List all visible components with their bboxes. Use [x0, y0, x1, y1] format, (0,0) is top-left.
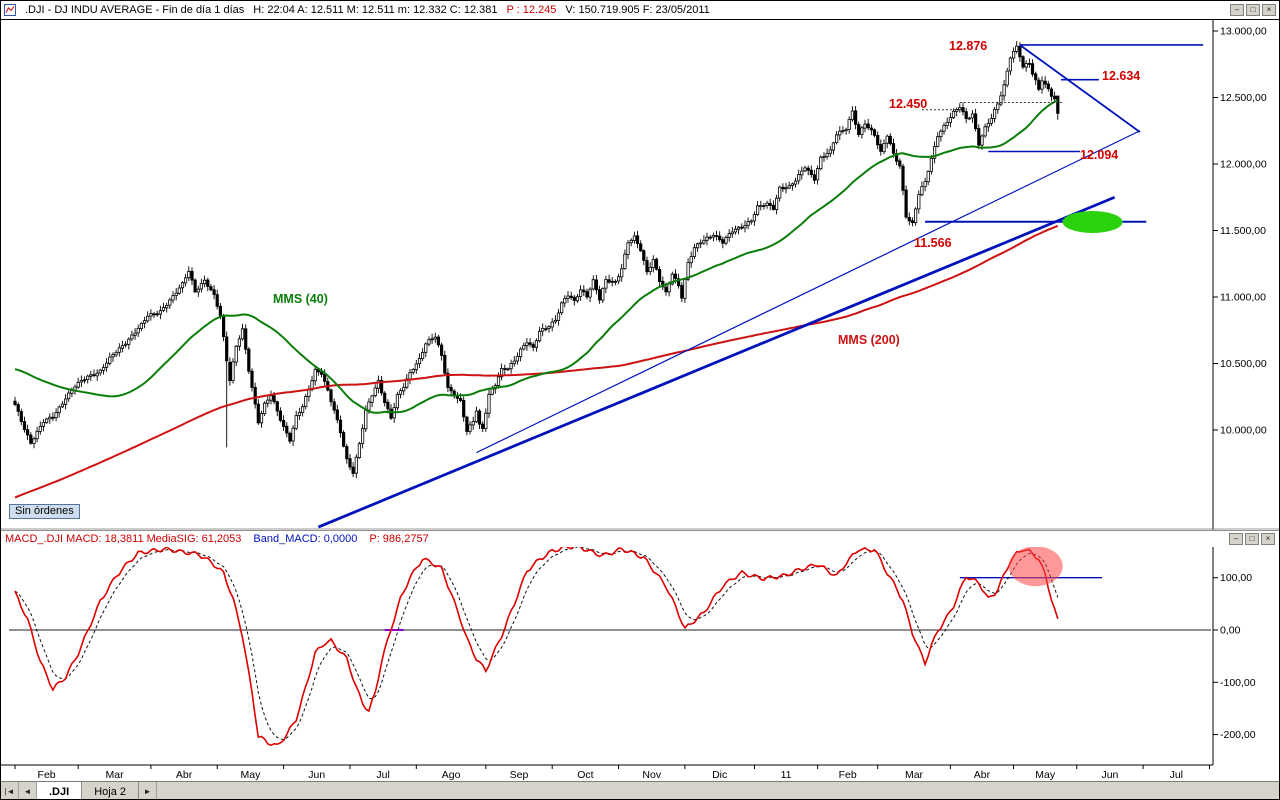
axes: 13.000,00 12.500,00 12.000,00 11.500,00 11.0…	[1, 20, 1279, 781]
mms200-line	[14, 225, 1059, 499]
month-label: May	[240, 769, 261, 781]
month-label: Oct	[577, 769, 593, 781]
month-label: Dic	[712, 769, 727, 781]
prev-sheet-button[interactable]: ◄	[19, 782, 37, 799]
annotation-MMS(40): MMS (40)	[273, 292, 328, 306]
month-label: 11	[781, 769, 792, 781]
month-label: Abr	[974, 769, 991, 781]
price-tick-label: 11.000,00	[1220, 292, 1266, 304]
title-symbol: .DJI - DJ INDU AVERAGE - Fin de día 1 dí…	[25, 4, 245, 16]
chart-app-icon	[4, 4, 16, 16]
first-sheet-button[interactable]: |◄	[1, 782, 19, 799]
macd-header: MACD_.DJI MACD: 18,3811 MediaSIG: 61,205…	[1, 530, 1279, 547]
month-label: Mar	[105, 769, 124, 781]
red-highlight-ellipse	[1008, 546, 1063, 587]
macd-subpanel	[9, 542, 1211, 747]
macd-tick-label: -200,00	[1220, 729, 1256, 741]
green-highlight-ellipse	[1062, 210, 1123, 233]
macd-maximize-button[interactable]: □	[1245, 533, 1259, 545]
maximize-button[interactable]: □	[1246, 4, 1260, 16]
candles-down	[13, 45, 1060, 474]
title-last-price: P : 12.245	[506, 4, 557, 16]
month-label: Feb	[839, 769, 857, 781]
price-tick-label: 12.500,00	[1220, 92, 1267, 104]
sheet-tab-bar: |◄ ◄ .DJI Hoja 2 ►	[1, 781, 1279, 799]
month-label: Jul	[376, 769, 389, 781]
mms40-line	[14, 99, 1059, 414]
month-label: Feb	[38, 769, 56, 781]
no-orders-badge[interactable]: Sin órdenes	[9, 504, 80, 519]
title-session-values: H: 22:04 A: 12.511 M: 12.511 m: 12.332 C…	[253, 4, 498, 16]
window-titlebar: .DJI - DJ INDU AVERAGE - Fin de día 1 dí…	[1, 1, 1279, 20]
annotation-12.876: 12.876	[949, 39, 987, 53]
month-label: Abr	[176, 769, 193, 781]
next-sheet-button[interactable]: ►	[138, 782, 157, 799]
macd-minimize-button[interactable]: –	[1229, 533, 1243, 545]
month-label: Sep	[510, 769, 529, 781]
macd-close-button[interactable]: ×	[1261, 533, 1275, 545]
candles-up	[32, 45, 1044, 474]
month-label: Mar	[905, 769, 924, 781]
window-controls: – □ ×	[1230, 4, 1276, 16]
close-button[interactable]: ×	[1262, 4, 1276, 16]
month-label: Jun	[308, 769, 325, 781]
price-panel: 12.876 12.634 12.450 12.094 11.566 MMS (40) MM…	[13, 39, 1204, 529]
macd-p-text: P: 986,2757	[369, 533, 429, 545]
month-label: Nov	[642, 769, 661, 781]
price-tick-label: 11.500,00	[1220, 225, 1266, 237]
macd-line	[14, 542, 1059, 747]
annotation-11.566: 11.566	[914, 236, 952, 250]
minimize-button[interactable]: –	[1230, 4, 1244, 16]
month-label: May	[1035, 769, 1056, 781]
month-label: Jun	[1101, 769, 1118, 781]
sheet-tab-dji[interactable]: .DJI	[37, 782, 83, 799]
trendline-1	[476, 130, 1141, 454]
price-tick-label: 10.500,00	[1220, 358, 1267, 370]
mediasig-line	[14, 546, 1059, 741]
price-tick-label: 10.000,00	[1220, 425, 1267, 437]
price-tick-label: 12.000,00	[1220, 159, 1267, 171]
annotation-12.094: 12.094	[1080, 148, 1118, 162]
month-label: Ago	[442, 769, 461, 781]
annotation-12.450: 12.450	[889, 97, 927, 111]
month-label: Jul	[1170, 769, 1183, 781]
macd-band-text: Band_MACD: 0,0000	[253, 533, 358, 545]
macd-tick-label: -100,00	[1220, 677, 1256, 689]
chart-canvas[interactable]: 12.876 12.634 12.450 12.094 11.566 MMS (40) MM…	[1, 1, 1280, 781]
sheet-bar-filler	[157, 782, 1279, 799]
annotation-12.634: 12.634	[1102, 69, 1140, 83]
sheet-tab-hoja2[interactable]: Hoja 2	[82, 782, 139, 799]
macd-tick-label: 100,00	[1220, 572, 1252, 584]
macd-values-text: MACD_.DJI MACD: 18,3811 MediaSIG: 61,205…	[5, 533, 242, 545]
macd-panel-controls: – □ ×	[1229, 533, 1275, 545]
trendline-2	[1019, 44, 1141, 133]
macd-tick-label: 0,00	[1220, 625, 1241, 637]
trendline-0	[317, 195, 1116, 529]
price-tick-label: 13.000,00	[1220, 26, 1267, 38]
annotation-MMS(200): MMS (200)	[838, 333, 900, 347]
title-volume-date: V: 150.719.905 F: 23/05/2011	[565, 4, 710, 16]
